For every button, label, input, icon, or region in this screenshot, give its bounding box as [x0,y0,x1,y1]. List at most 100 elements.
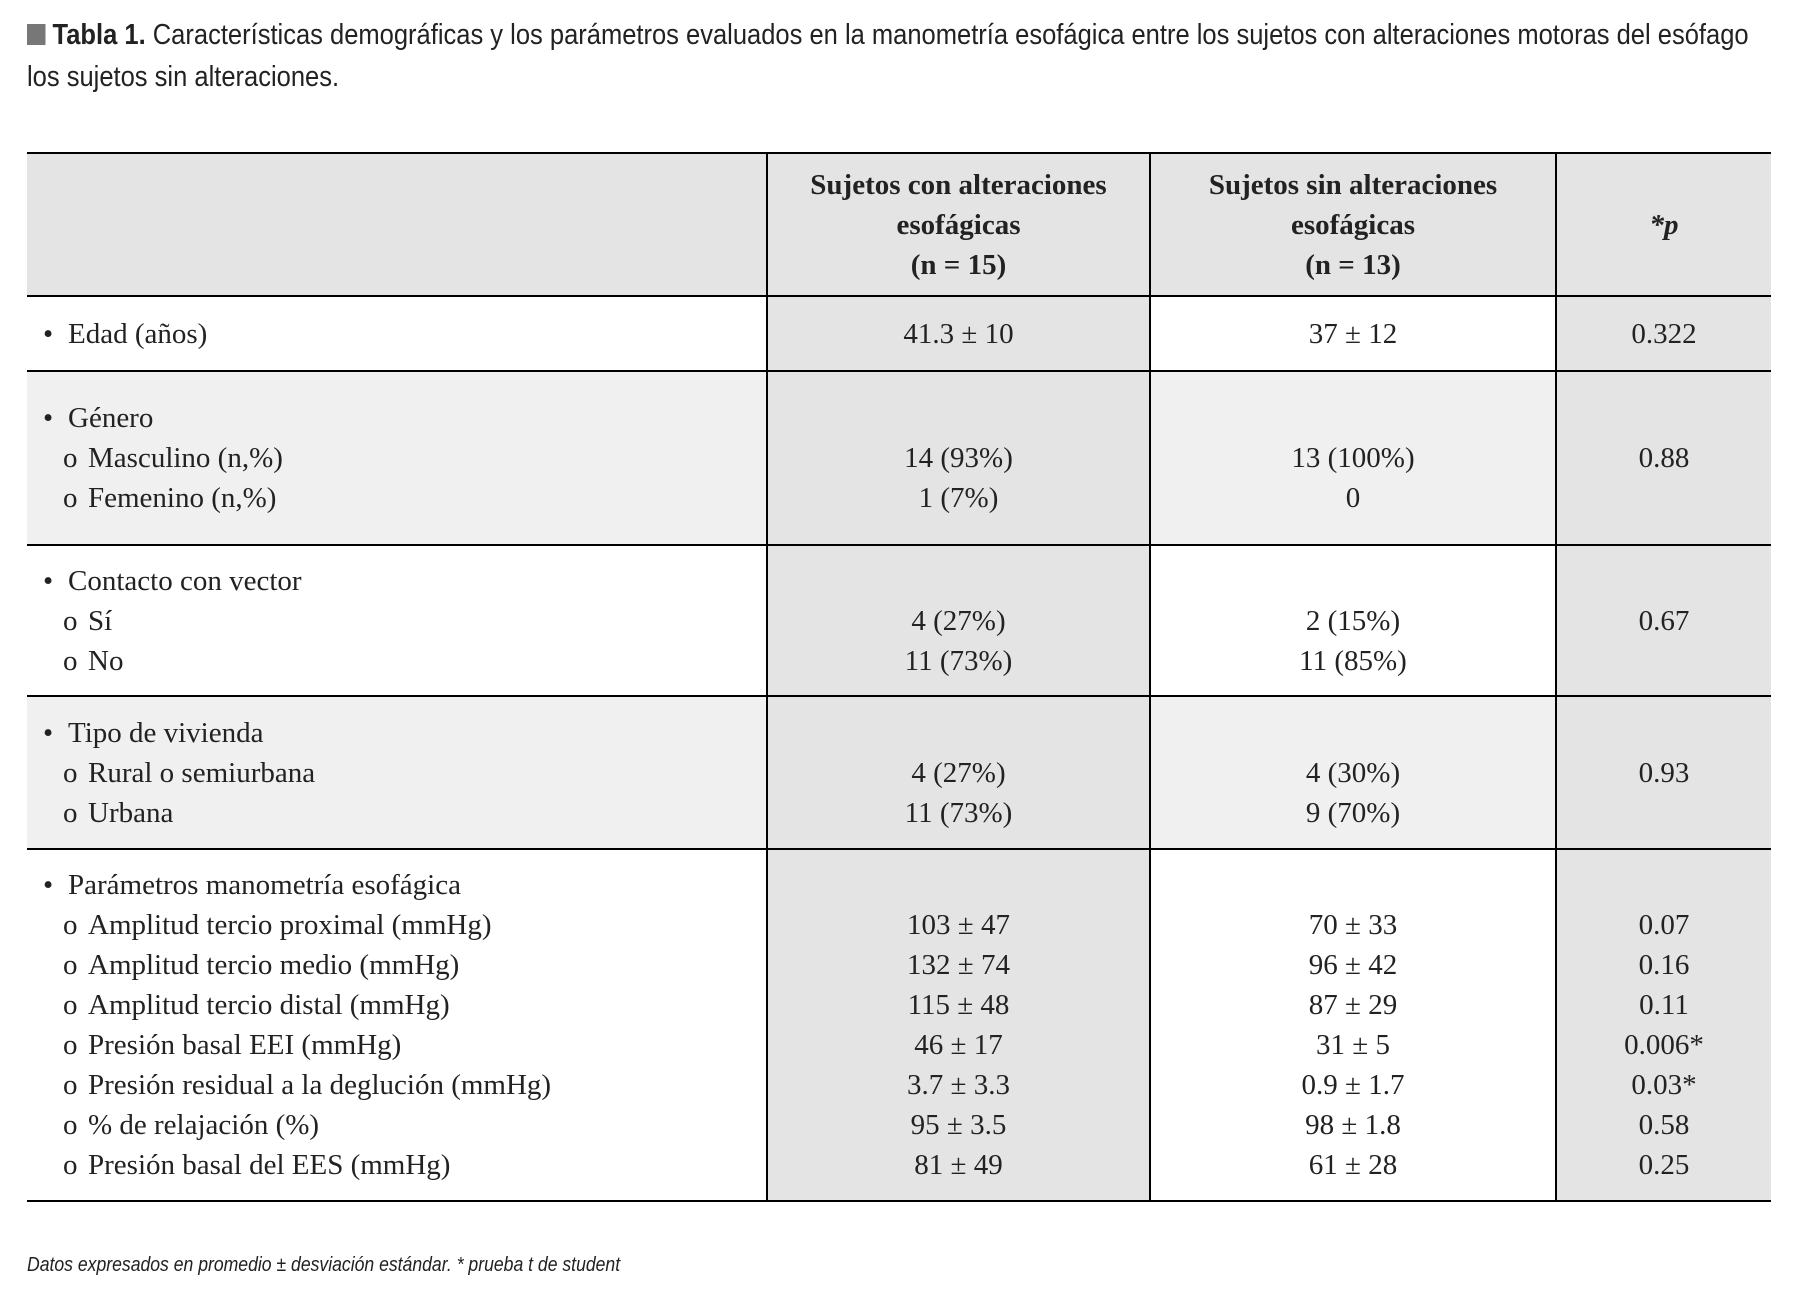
header-row: Sujetos con alteraciones esofágicas (n = 1… [27,152,1771,297]
p-value: 0.16 [1638,949,1690,981]
spacer [1557,865,1771,905]
value: 81 ± 49 [914,1149,1003,1181]
p-cell: 0.88 [1555,370,1771,546]
p-cell: 0.93 [1555,695,1771,850]
value: 3.7 ± 3.3 [907,1069,1010,1101]
value: 0.9 ± 1.7 [1301,1069,1405,1101]
item-label: Sí [27,601,766,641]
header-cell: Sujetos sin alteraciones esofágicas (n = 1… [1149,152,1556,297]
value: 98 ± 1.8 [1305,1109,1401,1141]
value: 9 (70%) [1305,796,1401,829]
value: 14 (93%) [904,442,1013,474]
item-label: Presión residual a la deglución (mmHg) [27,1065,766,1105]
caption-text: Características demográficas y los parám… [152,19,1749,51]
value: 4 (27%) [911,756,1006,789]
con-cell: 4 (27%) 11 (73%) [766,544,1150,697]
item-label: Rural o semiurbana [27,753,766,793]
header-line: Sujetos con alteraciones [810,168,1107,201]
sin-cell: 2 (15%) 11 (85%) [1149,544,1556,697]
item-label: Amplitud tercio proximal (mmHg) [27,905,766,945]
value: 41.3 ± 10 [903,317,1014,350]
value: 132 ± 74 [907,949,1010,981]
item-label: Amplitud tercio medio (mmHg) [27,945,766,985]
item-label: % de relajación (%) [27,1105,766,1145]
header-cell [27,152,767,297]
value: 70 ± 33 [1308,909,1398,941]
caption: Tabla 1. Características demográficas y … [27,14,1749,98]
group-row: Contacto con vectorSíNo 4 (27%)11 (73%) … [27,544,1771,697]
spacer [1151,713,1555,753]
value: 13 (100%) [1291,442,1415,474]
value: 95 ± 3.5 [910,1109,1007,1141]
group-label: Parámetros manometría esofágica [27,865,766,905]
value: 103 ± 47 [907,909,1010,941]
spacer [768,865,1149,905]
p-value: 0.58 [1638,1109,1690,1141]
value: 31 ± 5 [1316,1029,1390,1061]
label-cell: Tipo de viviendaRural o semiurbanaUrbana [27,695,767,850]
p-cell: 0.67 [1555,544,1771,697]
p-value: 0.25 [1638,1149,1690,1181]
p-value: 0.11 [1639,989,1689,1021]
header-text: *p [1649,208,1679,241]
value: 1 (7%) [918,482,999,514]
spacer [1151,398,1555,438]
p-cell: 0.322 [1555,295,1771,372]
value: 115 ± 48 [907,989,1010,1021]
table: Sujetos con alteraciones esofágicas (n = 1… [27,152,1771,1202]
group-label: Tipo de vivienda [27,713,766,753]
header-cell: *p [1555,152,1771,297]
group-label: Género [27,398,766,438]
caption-marker [27,24,46,45]
p-value: 0.03* [1631,1069,1697,1101]
item-label: Urbana [27,793,766,833]
con-cell: 14 (93%) 1 (7%) [766,370,1150,546]
p-value: 0.07 [1638,909,1690,941]
group-label: Edad (años) [27,314,766,354]
p-value: 0.322 [1631,317,1697,350]
item-label: Presión basal del EES (mmHg) [27,1145,766,1185]
spacer [768,561,1149,601]
value: 11 (73%) [904,644,1013,677]
p-value: 0.67 [1638,604,1690,637]
label-cell: Edad (años) [27,295,767,372]
label-cell: Contacto con vectorSíNo [27,544,767,697]
p-value: 0.93 [1638,756,1690,789]
header-line: esofágicas [896,208,1021,241]
item-label: Amplitud tercio distal (mmHg) [27,985,766,1025]
value: 61 ± 28 [1308,1149,1398,1181]
value: 4 (30%) [1305,756,1401,789]
value: 87 ± 29 [1308,989,1398,1021]
header-line: (n = 15) [910,248,1007,281]
group-row: GéneroMasculino (n,%)Femenino (n,%) 14 (… [27,370,1771,546]
header-cell: Sujetos con alteraciones esofágicas (n = 1… [766,152,1150,297]
sin-cell: 37 ± 12 [1149,295,1556,372]
value: 2 (15%) [1305,604,1401,637]
con-cell: 103 ± 47 132 ± 74 115 ± 48 46 ± 17 3.7 ± 3.3… [766,848,1150,1202]
caption-label: Tabla 1. [52,19,146,51]
header-line: Sujetos sin alteraciones [1208,168,1498,201]
p-value: 0.88 [1638,442,1690,474]
footnote: Datos expresados en promedio ± desviació… [27,1254,621,1276]
value: 46 ± 17 [914,1029,1003,1061]
value: 96 ± 42 [1308,949,1398,981]
group-label: Contacto con vector [27,561,766,601]
sin-cell: 70 ± 33 96 ± 42 87 ± 29 31 ± 5 0.9 ± 1.7 98 ±… [1149,848,1556,1202]
value: 11 (85%) [1299,644,1407,677]
group-row: Parámetros manometría esofágicaAmplitud … [27,848,1771,1202]
con-cell: 41.3 ± 10 [766,295,1150,372]
value: 4 (27%) [911,604,1006,637]
header-line: (n = 13) [1305,248,1401,281]
p-cell: 0.07 0.16 0.11 0.006* 0.03* 0.58 0.25 [1555,848,1771,1202]
spacer [768,713,1149,753]
p-value: 0.006* [1624,1029,1704,1061]
item-label: No [27,641,766,681]
spacer [768,398,1149,438]
sin-cell: 13 (100%) 0 [1149,370,1556,546]
group-row: Edad (años) 41.3 ± 10 37 ± 12 0.322 [27,295,1771,372]
header-line: esofágicas [1290,208,1416,241]
item-label: Masculino (n,%) [27,438,766,478]
spacer [1151,561,1555,601]
label-cell: Parámetros manometría esofágicaAmplitud … [27,848,767,1202]
